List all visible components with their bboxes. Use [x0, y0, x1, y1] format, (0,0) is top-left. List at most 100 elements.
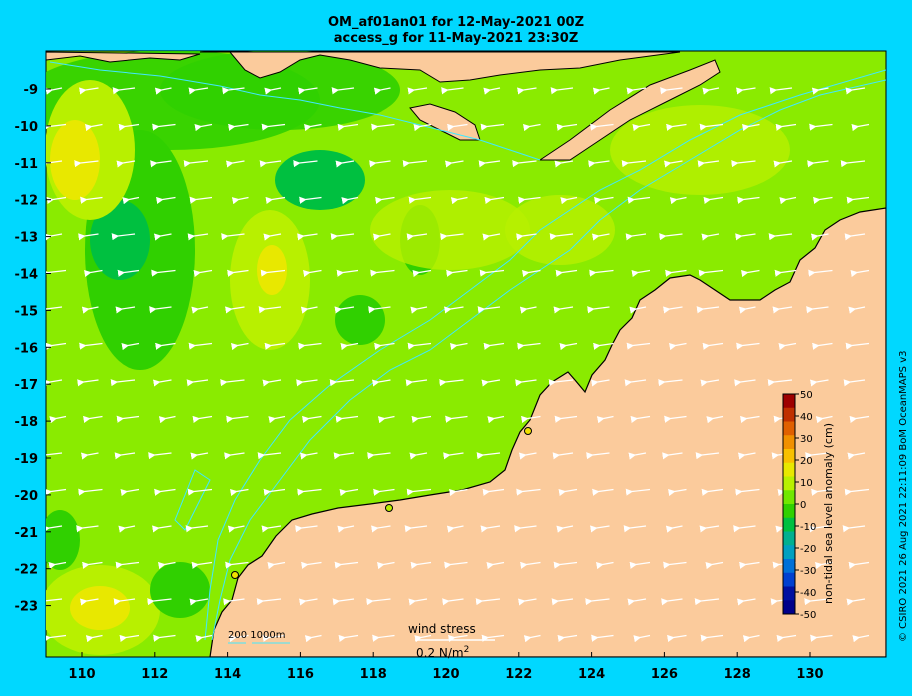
wind-arrow	[696, 306, 720, 314]
wind-arrow	[153, 233, 172, 241]
wind-arrow	[625, 488, 651, 496]
bathymetry-contours	[49, 61, 886, 641]
wind-arrow	[767, 379, 793, 387]
wind-arrow	[486, 561, 505, 570]
wind-arrow	[627, 196, 651, 204]
wind-arrow	[191, 561, 213, 569]
wind-arrow	[848, 561, 870, 569]
wind-arrow	[83, 269, 103, 278]
wind-arrow	[811, 87, 829, 95]
wind-arrow	[591, 233, 610, 241]
wind-arrow	[78, 488, 103, 496]
wind-arrow	[407, 342, 432, 350]
wind-arrow	[482, 233, 501, 241]
colorbar-segment	[783, 449, 795, 464]
x-tick-label: 128	[724, 667, 751, 682]
wind-arrow	[809, 525, 829, 533]
wind-arrow	[444, 160, 464, 168]
wind-arrow	[447, 123, 468, 131]
wind-arrow	[112, 87, 136, 95]
wind-arrow	[79, 342, 103, 350]
wind-arrow	[299, 196, 322, 204]
wind-arrow	[517, 342, 541, 350]
wind-arrow	[413, 123, 432, 132]
wind-arrow	[484, 196, 505, 204]
wind-arrow	[810, 634, 833, 642]
wind-arrow	[480, 525, 501, 533]
wind-arrow	[191, 306, 209, 314]
colorbar-tick-label: 10	[800, 478, 813, 489]
x-tick-label: 124	[578, 667, 605, 682]
wind-arrow	[661, 598, 683, 606]
wind-arrow	[448, 488, 468, 497]
wind-arrow	[268, 415, 286, 424]
y-tick-label: -13	[15, 231, 39, 246]
wind-arrow	[850, 269, 870, 278]
y-tick-label: -20	[15, 489, 39, 504]
wind-arrow	[593, 342, 614, 350]
wind-arrow	[410, 561, 432, 569]
wind-arrow	[46, 379, 63, 387]
colorbar-tick-label: 30	[800, 434, 813, 445]
wind-arrow	[586, 452, 610, 460]
wind-arrow	[733, 525, 756, 533]
wind-arrow	[585, 598, 610, 606]
wind-arrow	[265, 196, 286, 204]
y-tick-label: -15	[15, 304, 39, 319]
colorbar-segment	[783, 517, 795, 532]
wind-arrow	[225, 306, 245, 314]
wind-arrow	[556, 525, 574, 533]
wind-arrow	[150, 160, 172, 168]
wind-arrow	[623, 525, 647, 533]
wind-arrow	[769, 87, 793, 95]
wind-arrow	[147, 598, 172, 606]
colorbar-segment	[783, 531, 795, 546]
wind-arrow	[302, 269, 322, 278]
wind-arrow	[512, 160, 537, 168]
wind-arrow	[514, 525, 537, 533]
wind-arrow	[560, 196, 578, 205]
wind-arrow	[668, 342, 687, 351]
colorbar-label: non-tidal sea level anomaly (cm)	[822, 423, 835, 604]
wind-arrow	[844, 488, 870, 496]
wind-arrow	[152, 525, 172, 533]
wind-arrow	[223, 598, 245, 606]
wind-arrow	[846, 196, 870, 204]
wind-arrow	[768, 233, 793, 241]
wind-arrow	[220, 379, 245, 387]
wind-arrow	[330, 233, 355, 241]
wind-arrow	[221, 233, 245, 241]
wind-arrow	[736, 598, 756, 606]
wind-arrow	[588, 160, 610, 168]
wind-arrow	[558, 488, 578, 497]
wind-arrow	[368, 306, 391, 314]
wind-arrow	[737, 452, 756, 460]
wind-arrow	[443, 452, 464, 460]
wind-arrow	[222, 87, 245, 95]
wind-arrow	[550, 87, 574, 95]
wind-arrow	[186, 379, 209, 387]
wind-arrow	[153, 634, 176, 642]
title-line-2: access_g for 11-May-2021 23:30Z	[333, 31, 579, 46]
wind-arrow	[735, 233, 756, 241]
wind-arrow	[298, 342, 322, 350]
wind-arrow	[82, 561, 103, 569]
wind-arrow	[813, 196, 833, 204]
wind-arrow	[295, 525, 318, 533]
wind-arrow	[76, 525, 99, 533]
wind-arrow	[229, 488, 249, 497]
wind-arrow	[556, 123, 578, 131]
wind-arrow	[844, 233, 866, 241]
wind-arrow	[183, 160, 209, 168]
y-tick-label: -22	[15, 563, 39, 578]
wind-arrow	[441, 87, 464, 95]
wind-arrow	[341, 196, 359, 205]
wind-arrow	[74, 160, 99, 168]
wind-stress-arrows	[46, 87, 870, 643]
wind-arrow	[302, 415, 322, 423]
wind-arrow	[411, 415, 432, 423]
wind-arrow	[446, 525, 464, 533]
wind-arrow	[663, 561, 687, 569]
y-tick-label: -14	[15, 268, 39, 283]
wind-arrow	[371, 525, 391, 533]
